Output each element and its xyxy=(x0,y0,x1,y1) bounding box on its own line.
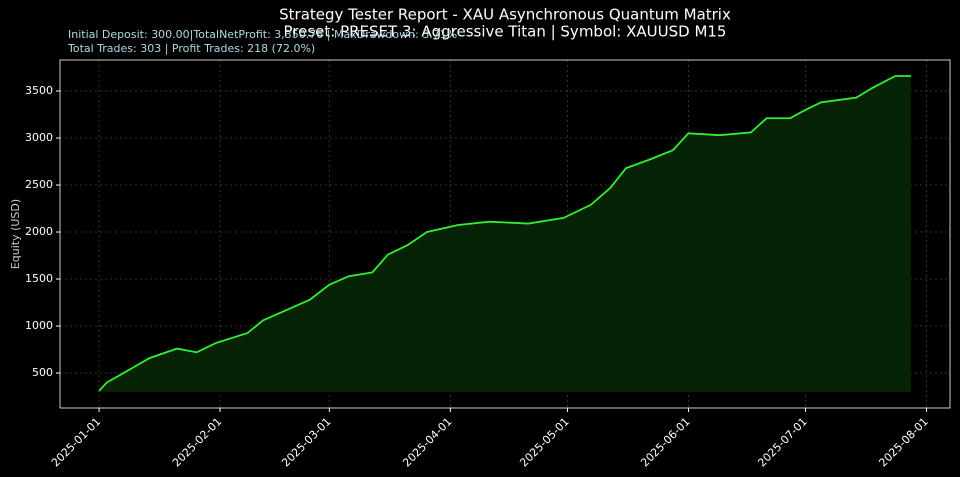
chart-title-line2: Preset: PRESET 3: Aggressive Titan | Sym… xyxy=(284,23,727,41)
y-tick-label: 3500 xyxy=(25,84,53,97)
plot-frame xyxy=(59,59,951,409)
y-tick-label: 2000 xyxy=(25,225,53,238)
chart-title: Strategy Tester Report - XAU Asynchronou… xyxy=(279,6,731,24)
y-tick-label: 2500 xyxy=(25,178,53,191)
y-axis-label: Equity (USD) xyxy=(9,199,22,269)
y-tick-label: 3000 xyxy=(25,131,53,144)
subtitle: Initial Deposit: 300.00|TotalNetProfit: … xyxy=(68,28,457,41)
y-tick-label: 1500 xyxy=(25,272,53,285)
y-tick-label: 500 xyxy=(32,366,53,379)
subtitle: Total Trades: 303 | Profit Trades: 218 (… xyxy=(67,42,315,55)
equity-line xyxy=(98,75,911,392)
equity-area xyxy=(99,75,911,392)
y-tick-label: 1000 xyxy=(25,319,53,332)
